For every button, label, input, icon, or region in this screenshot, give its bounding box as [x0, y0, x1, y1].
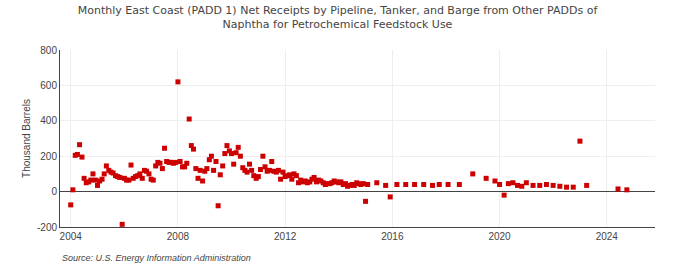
svg-text:-200: -200 — [37, 222, 57, 233]
svg-text:600: 600 — [40, 80, 57, 91]
svg-text:200: 200 — [40, 151, 57, 162]
svg-text:Monthly East Coast (PADD 1) Ne: Monthly East Coast (PADD 1) Net Receipts… — [78, 4, 599, 31]
svg-text:400: 400 — [40, 115, 57, 126]
svg-text:Thousand Barrels: Thousand Barrels — [21, 99, 32, 178]
svg-text:2020: 2020 — [488, 231, 511, 242]
svg-text:2024: 2024 — [596, 231, 619, 242]
svg-text:0: 0 — [51, 186, 57, 197]
svg-text:2012: 2012 — [274, 231, 297, 242]
svg-text:800: 800 — [40, 45, 57, 56]
svg-text:2004: 2004 — [60, 231, 83, 242]
svg-text:2016: 2016 — [381, 231, 404, 242]
svg-text:Source: U.S. Energy Informatio: Source: U.S. Energy Information Administ… — [62, 253, 251, 263]
svg-text:2008: 2008 — [167, 231, 190, 242]
